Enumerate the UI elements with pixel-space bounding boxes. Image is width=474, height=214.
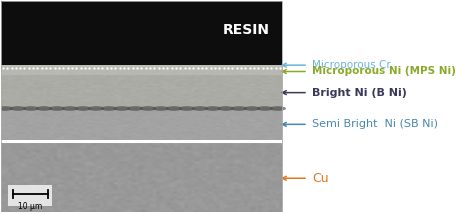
Ellipse shape: [75, 106, 91, 111]
Ellipse shape: [10, 106, 26, 111]
Bar: [9, 184, 52, 206]
Text: Microporous Cr: Microporous Cr: [312, 60, 391, 70]
Ellipse shape: [257, 106, 273, 111]
Bar: [0, 76, 282, 108]
Bar: [0, 1, 282, 65]
Text: Microporous Ni (MPS Ni): Microporous Ni (MPS Ni): [312, 67, 456, 76]
Ellipse shape: [127, 106, 143, 111]
Ellipse shape: [153, 106, 169, 111]
Bar: [0, 108, 282, 140]
Ellipse shape: [0, 106, 13, 111]
Bar: [0, 143, 282, 212]
Ellipse shape: [179, 106, 195, 111]
Ellipse shape: [192, 106, 208, 111]
Text: Semi Bright  Ni (SB Ni): Semi Bright Ni (SB Ni): [312, 119, 438, 129]
Text: Cu: Cu: [312, 172, 329, 185]
Ellipse shape: [231, 106, 247, 111]
Ellipse shape: [166, 106, 182, 111]
Text: RESIN: RESIN: [222, 23, 269, 37]
Ellipse shape: [140, 106, 156, 111]
Ellipse shape: [270, 106, 286, 111]
Bar: [0, 1, 282, 212]
Ellipse shape: [114, 106, 130, 111]
Ellipse shape: [205, 106, 221, 111]
Ellipse shape: [36, 106, 52, 111]
Ellipse shape: [244, 106, 260, 111]
Ellipse shape: [23, 106, 39, 111]
Text: Bright Ni (B Ni): Bright Ni (B Ni): [312, 88, 407, 98]
Ellipse shape: [218, 106, 234, 111]
Ellipse shape: [101, 106, 117, 111]
Bar: [0, 70, 282, 76]
Bar: [0, 65, 282, 70]
Ellipse shape: [49, 106, 65, 111]
Ellipse shape: [88, 106, 104, 111]
Text: 10 μm: 10 μm: [18, 202, 43, 211]
Ellipse shape: [62, 106, 78, 111]
